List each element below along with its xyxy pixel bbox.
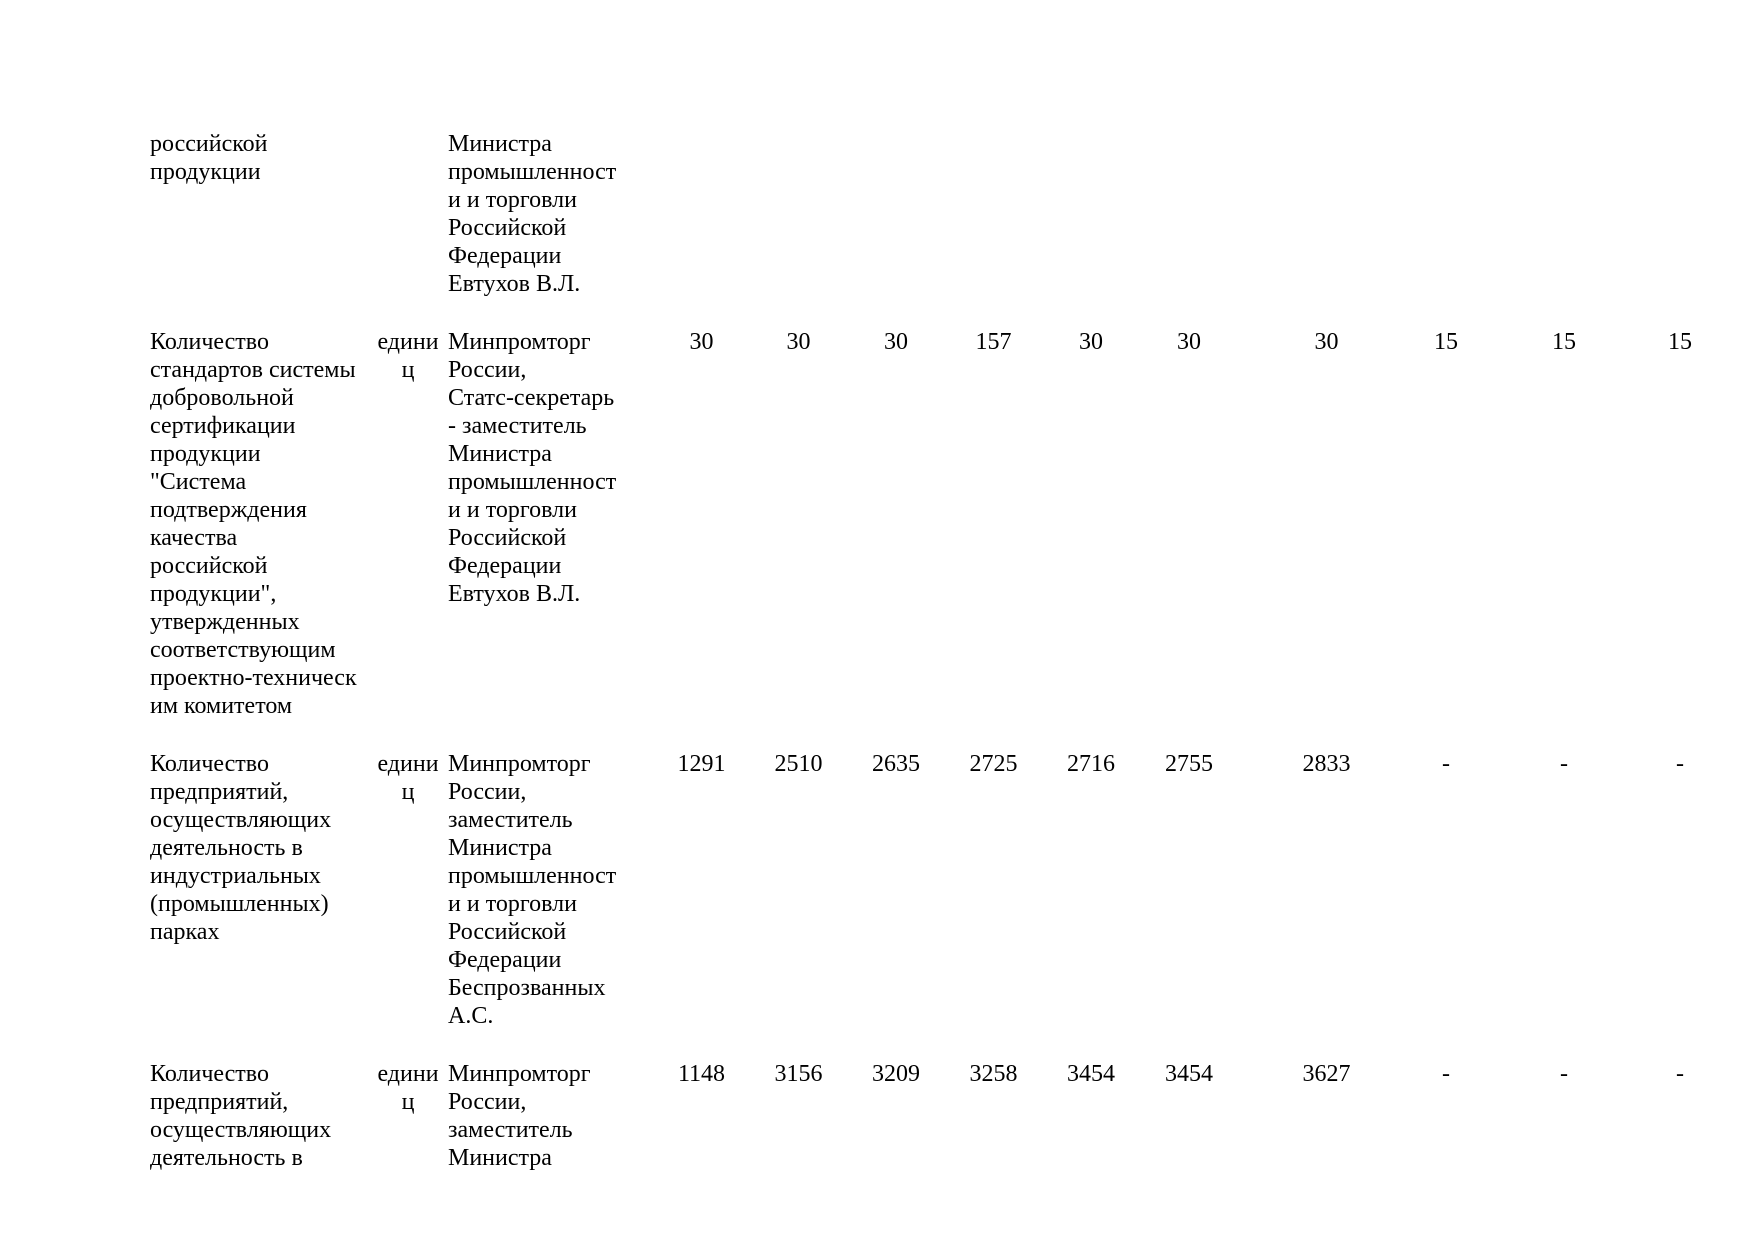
value-cell: 30 [1079,329,1103,355]
value-cell: 3156 [774,1061,823,1087]
value-cell [1505,130,1623,298]
value-cell: 2716 [1067,751,1115,777]
value-cell [653,130,750,298]
value-cell [945,130,1042,298]
value-cell: 3209 [872,1061,920,1087]
value-cell [1238,130,1387,298]
value-cell: 30 [1177,329,1201,355]
value-cell: 3258 [969,1061,1018,1087]
value-cell: - [1676,751,1684,777]
value-cell [1140,130,1238,298]
value-cell: 3454 [1165,1061,1213,1087]
value-cell: 2510 [774,751,823,777]
value-cell: 15 [1552,329,1576,355]
value-cell [1042,130,1140,298]
value-cell: 1291 [677,751,726,777]
value-cell [1387,130,1505,298]
value-cell [847,130,945,298]
indicator-cell: Количество предприятий, осуществляющих д… [150,1061,332,1171]
value-cell: 2833 [1302,751,1351,777]
table-row: Количество предприятий, осуществляющих д… [150,1060,1737,1172]
responsible-cell: Минпромторг России, Статс-секретарь - за… [448,329,617,607]
responsible-cell: Минпромторг России, заместитель Министра [448,1061,591,1171]
table-row: Количество предприятий, осуществляющих д… [150,750,1737,1030]
unit-cell: едини ц [377,329,439,383]
value-cell: - [1676,1061,1684,1087]
responsible-cell: Министра промышленност и и торговли Росс… [448,131,617,297]
unit-cell [368,130,448,298]
value-cell [1623,130,1737,298]
indicator-cell: Количество предприятий, осуществляющих д… [150,751,332,945]
value-cell: 2755 [1165,751,1213,777]
value-cell: 30 [1314,329,1339,355]
value-cell: 157 [975,329,1012,355]
table-row: Количество стандартов системы добровольн… [150,328,1737,720]
table-row: российской продукции Министра промышленн… [150,130,1737,298]
responsible-cell: Минпромторг России, заместитель Министра… [448,751,617,1029]
value-cell: 1148 [677,1061,726,1087]
indicator-cell: Количество стандартов системы добровольн… [150,329,357,719]
value-cell: 30 [786,329,811,355]
value-cell: 3454 [1067,1061,1115,1087]
indicator-cell: российской продукции [150,131,268,185]
value-cell: - [1442,751,1450,777]
value-cell: - [1560,1061,1568,1087]
value-cell: 3627 [1302,1061,1351,1087]
value-cell [750,130,847,298]
unit-cell: едини ц [377,1061,439,1115]
indicators-table: российской продукции Министра промышленн… [150,100,1737,1202]
value-cell: - [1560,751,1568,777]
value-cell: 30 [884,329,908,355]
value-cell: 15 [1434,329,1458,355]
value-cell: 30 [689,329,714,355]
value-cell: 2725 [969,751,1018,777]
unit-cell: едини ц [377,751,439,805]
value-cell: 15 [1668,329,1692,355]
value-cell: 2635 [872,751,920,777]
value-cell: - [1442,1061,1450,1087]
